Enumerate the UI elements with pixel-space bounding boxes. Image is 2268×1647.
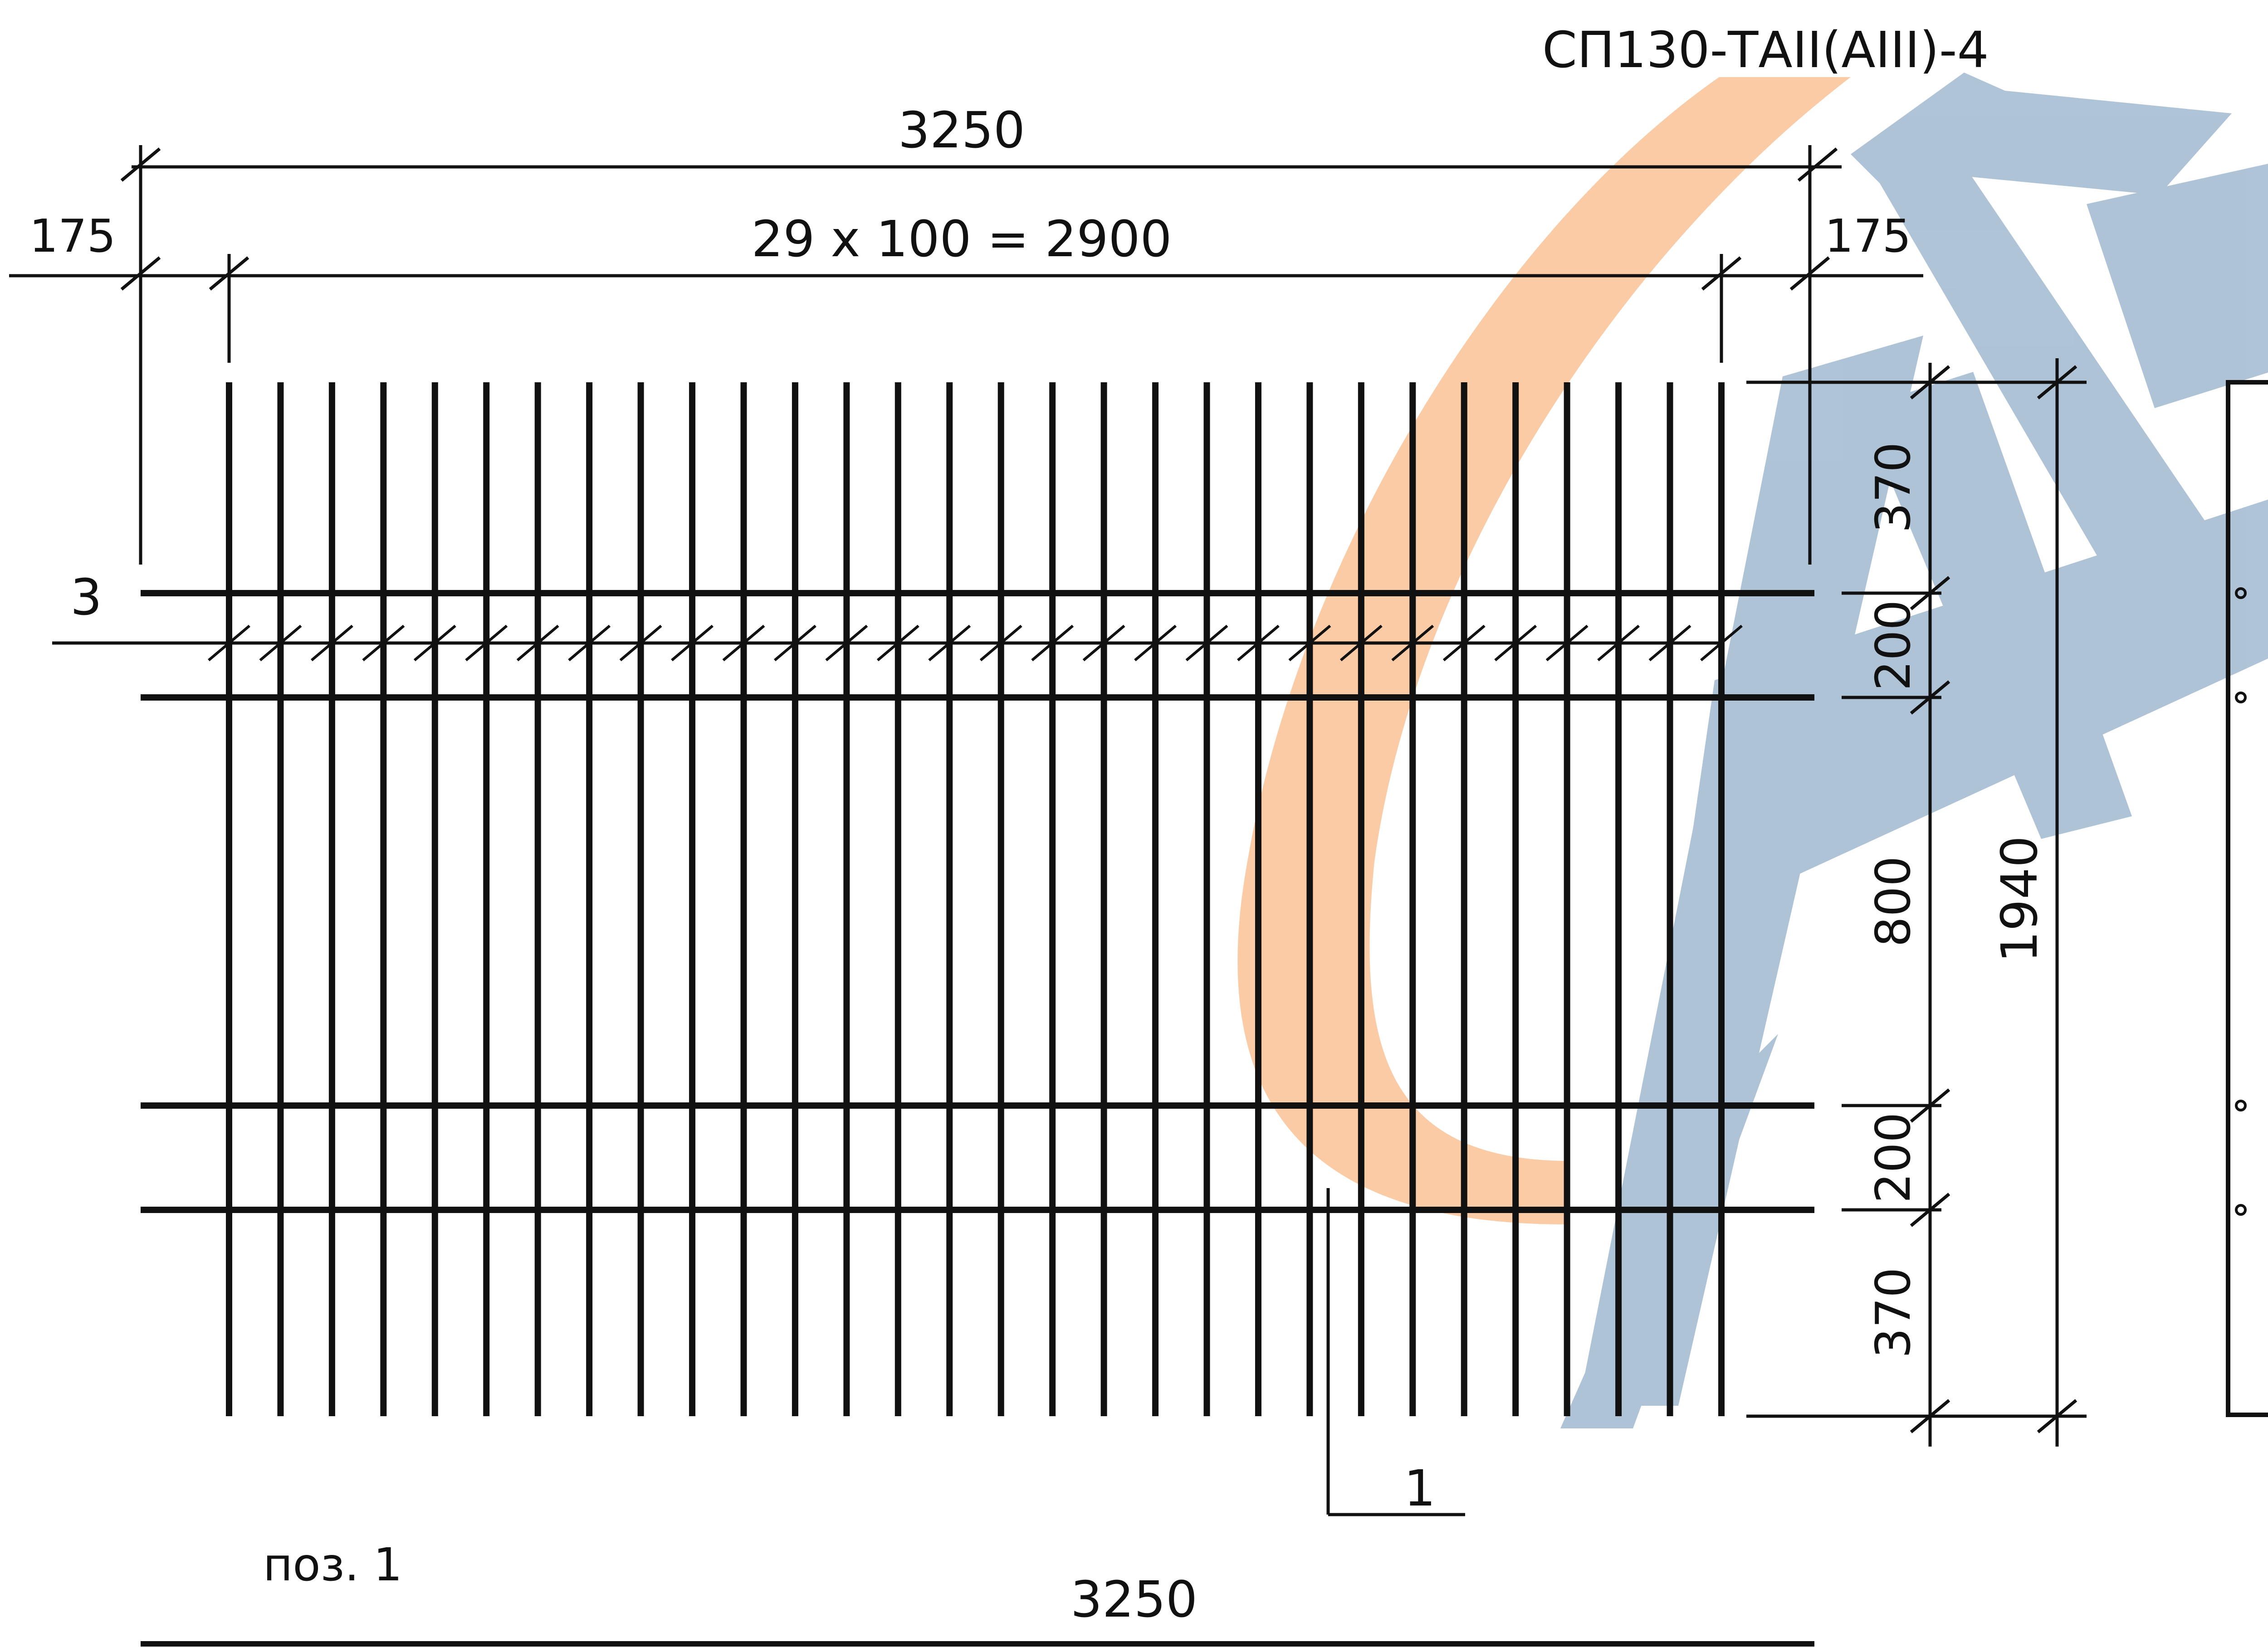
dim-bar-spacing: 29 x 100 = 2900: [752, 210, 1172, 268]
crossing-tick: [1391, 624, 1434, 662]
tick-v-2: [1910, 680, 1950, 715]
section-bar-3: [2235, 1100, 2247, 1111]
tick-v-0: [1910, 365, 1950, 400]
crossing-tick: [1134, 624, 1177, 662]
bar-3-label: 3: [70, 568, 102, 626]
bar-intersection-ticks: [208, 624, 1743, 662]
dim-vertical-seg-5: 370: [1866, 1267, 1921, 1358]
crossing-tick: [1031, 624, 1074, 662]
crossing-tick: [465, 624, 508, 662]
crossing-tick: [1237, 624, 1280, 662]
tick-h-bottom: [2037, 1399, 2077, 1433]
vertical-bars: [226, 382, 1725, 1416]
tick-overall-right: [1797, 147, 1838, 182]
crossing-tick: [1700, 624, 1743, 662]
crossing-tick: [825, 624, 868, 662]
dim-overall-width: 3250: [898, 101, 1025, 159]
crossing-tick: [1597, 624, 1640, 662]
dim-overall-height: 1940: [1990, 836, 2048, 963]
crossing-tick: [1339, 624, 1383, 662]
crossing-tick: [722, 624, 765, 662]
crossing-tick: [1442, 624, 1486, 662]
crossing-tick: [516, 624, 559, 662]
dim-vertical-seg-2: 200: [1866, 600, 1921, 691]
section-bar-4: [2235, 1204, 2247, 1216]
crossing-tick: [568, 624, 611, 662]
crossing-tick: [259, 624, 302, 662]
crossing-tick: [979, 624, 1022, 662]
crossing-tick: [208, 624, 250, 662]
crossing-tick: [876, 624, 919, 662]
side-section-view: [2226, 380, 2268, 1417]
section-bar-1: [2235, 587, 2247, 599]
dimension-lines: [9, 145, 2087, 1647]
crossing-tick: [1494, 624, 1537, 662]
position-label: поз. 1: [263, 1538, 402, 1591]
dim-vertical-seg-3: 800: [1866, 856, 1921, 947]
section-outline: [2226, 380, 2268, 1417]
crossing-tick: [1648, 624, 1691, 662]
tick-v-1: [1910, 576, 1950, 610]
crossing-tick: [619, 624, 662, 662]
callout-number: 1: [1404, 1459, 1436, 1517]
crossing-tick: [1545, 624, 1589, 662]
crossing-tick: [310, 624, 353, 662]
crossing-tick: [1185, 624, 1228, 662]
crossing-tick: [362, 624, 405, 662]
crossing-tick: [1082, 624, 1125, 662]
dim-right-margin: 175: [1825, 210, 1911, 263]
crossing-tick: [413, 624, 456, 662]
dim-bottom-width: 3250: [1070, 1570, 1198, 1628]
tick-v-3: [1910, 1088, 1950, 1123]
dim-left-margin: 175: [29, 210, 116, 263]
crossing-tick: [773, 624, 816, 662]
tick-h-top: [2037, 365, 2077, 400]
section-bar-2: [2235, 692, 2247, 703]
crossing-tick: [1288, 624, 1331, 662]
tick-v-4: [1910, 1193, 1950, 1227]
crossing-tick: [928, 624, 971, 662]
horizontal-bars: [141, 590, 1814, 1213]
tick-v-5: [1910, 1399, 1950, 1433]
dim-vertical-seg-1: 370: [1866, 442, 1921, 533]
drawing-title: СП130-ТАII(АIII)-4: [1542, 21, 1989, 79]
crossing-tick: [671, 624, 714, 662]
dim-vertical-seg-4: 200: [1866, 1112, 1921, 1203]
